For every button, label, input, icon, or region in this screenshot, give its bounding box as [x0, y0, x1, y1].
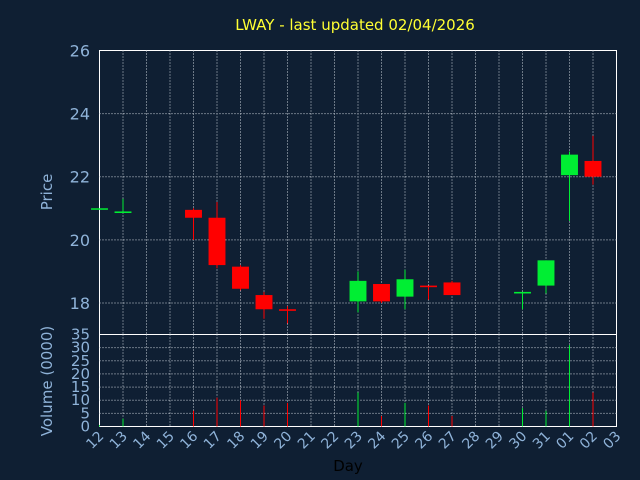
candle-body	[420, 285, 437, 288]
day-tick-label: 26	[412, 428, 436, 452]
day-tick-label: 30	[506, 429, 530, 453]
day-tick-label: 21	[295, 429, 319, 453]
day-tick-label: 25	[389, 429, 413, 453]
day-tick-label: 17	[201, 429, 225, 453]
day-tick-label: 15	[154, 429, 178, 453]
day-tick-label: 31	[530, 429, 554, 453]
day-tick-label: 02	[577, 429, 601, 453]
price-tick-label: 24	[70, 105, 90, 124]
price-ticks: 18 20 22 24 26	[70, 42, 90, 313]
price-axis-label: Price	[38, 174, 56, 211]
volume-tick-label: 15	[71, 378, 90, 396]
candles	[91, 135, 602, 324]
candle-body	[279, 309, 296, 311]
day-tick-label: 18	[224, 429, 248, 453]
price-tick-label: 20	[70, 231, 90, 250]
volume-tick-label: 5	[80, 404, 90, 422]
candle-body	[208, 217, 226, 266]
price-tick-label: 22	[70, 168, 90, 187]
volume-bars	[99, 345, 594, 427]
day-tick-label: 24	[365, 428, 389, 452]
candle-body	[584, 160, 602, 177]
candle-body	[185, 209, 202, 218]
volume-tick-label: 0	[80, 418, 90, 436]
volume-tick-label: 30	[71, 339, 90, 357]
candle-body	[537, 260, 555, 286]
day-tick-label: 19	[248, 429, 272, 453]
candle-body	[373, 284, 390, 302]
day-tick-label: 14	[130, 428, 154, 452]
candle-body	[255, 295, 273, 310]
volume-tick-label: 10	[71, 391, 90, 409]
day-ticks: 12 13 14 15 16 17 18 19 20 21 22 23 24 25 26 27 28 29 30 31…	[83, 428, 624, 452]
x-axis-label: Day	[333, 457, 363, 475]
volume-tick-label: 35	[71, 326, 90, 344]
day-tick-label: 01	[553, 429, 577, 453]
day-tick-label: 13	[107, 429, 131, 453]
candle-body	[396, 279, 414, 297]
candle-body	[443, 282, 461, 296]
day-tick-label: 23	[342, 429, 366, 453]
candle-body	[91, 208, 108, 210]
day-tick-label: 03	[600, 429, 624, 453]
candle-body	[114, 211, 132, 214]
price-tick-label: 18	[70, 294, 90, 313]
candle-body	[349, 280, 367, 302]
chart-title: LWAY - last updated 02/04/2026	[235, 16, 475, 34]
day-tick-label: 22	[318, 429, 342, 453]
volume-tick-label: 25	[71, 352, 90, 370]
candle-body	[561, 154, 578, 176]
candle-body	[232, 266, 249, 289]
gridlines	[99, 50, 617, 427]
day-tick-label: 16	[177, 428, 201, 452]
volume-axis-label: Volume (0000)	[38, 326, 56, 436]
day-tick-label: 29	[483, 429, 507, 453]
candle-body	[514, 291, 531, 294]
price-tick-label: 26	[70, 42, 90, 61]
day-tick-label: 20	[271, 429, 295, 453]
day-tick-label: 27	[436, 429, 460, 453]
day-tick-label: 28	[459, 429, 483, 453]
volume-tick-label: 20	[71, 365, 90, 383]
